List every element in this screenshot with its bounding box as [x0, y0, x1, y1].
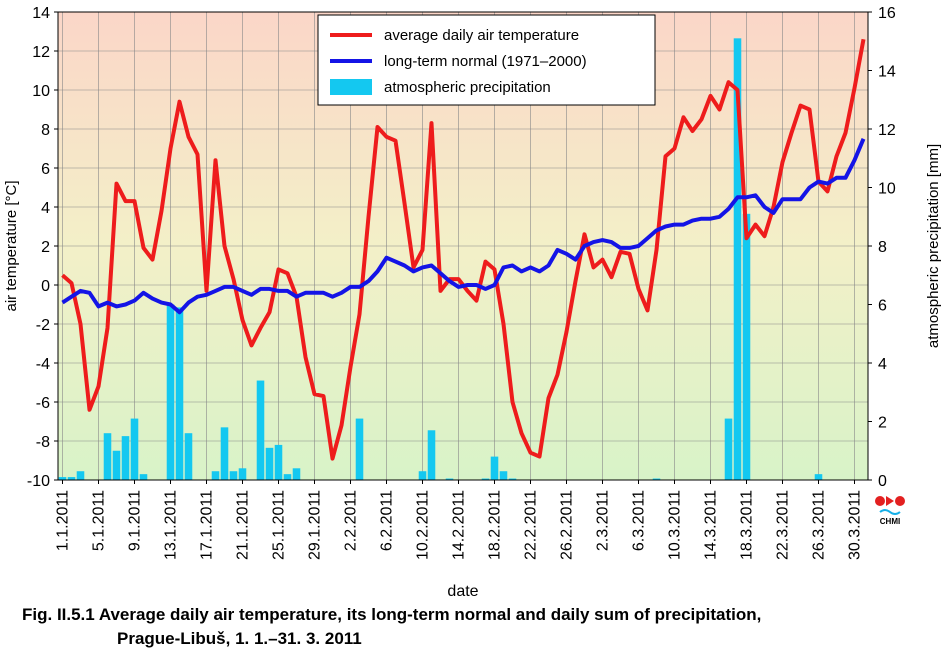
x-tick-label: 14.2.2011	[451, 490, 468, 560]
bar	[490, 456, 499, 480]
bar	[265, 447, 274, 480]
x-tick-label: 21.1.2011	[235, 490, 252, 560]
bar	[112, 450, 121, 480]
y-tick-label: 4	[41, 200, 50, 217]
caption-line: Prague-Libuš, 1. 1.–31. 3. 2011	[117, 629, 362, 648]
bar	[274, 444, 283, 480]
bar	[355, 418, 364, 480]
bar	[67, 477, 76, 480]
legend-label: atmospheric precipitation	[384, 79, 551, 96]
bar	[229, 471, 238, 480]
bar	[418, 471, 427, 480]
x-tick-label: 2.3.2011	[595, 490, 612, 551]
y-tick-label: 8	[41, 122, 50, 139]
x-tick-label: 29.1.2011	[307, 490, 324, 560]
x-tick-label: 10.3.2011	[667, 490, 684, 560]
logo: CHMI	[875, 496, 905, 526]
bar	[238, 468, 247, 480]
caption-line: Fig. II.5.1 Average daily air temperatur…	[22, 605, 761, 624]
line	[61, 138, 866, 315]
bar	[175, 307, 184, 480]
bar	[184, 433, 193, 480]
x-tick-label: 17.1.2011	[199, 490, 216, 560]
x-tick-label: 6.2.2011	[379, 490, 396, 551]
y-tick-label: 0	[41, 278, 50, 295]
x-tick-label: 6.3.2011	[631, 490, 648, 551]
y-tick-label: -2	[36, 317, 50, 334]
y2-tick-label: 8	[878, 239, 887, 256]
x-tick-label: 30.3.2011	[847, 490, 864, 560]
y2-tick-label: 12	[878, 122, 896, 139]
x-tick-label: 26.3.2011	[811, 490, 828, 560]
bar	[166, 304, 175, 480]
bar	[742, 213, 751, 480]
bar	[211, 471, 220, 480]
bar	[139, 474, 148, 480]
legend-swatch	[330, 79, 372, 95]
bar	[481, 478, 490, 480]
y2-tick-label: 14	[878, 64, 896, 81]
legend-box	[317, 14, 656, 106]
bar	[130, 418, 139, 480]
x-tick-label: 13.1.2011	[163, 490, 180, 560]
bar	[733, 38, 742, 480]
x-tick-label: 10.2.2011	[415, 490, 432, 560]
bar	[103, 433, 112, 480]
y-axis-label: air temperature [°C]	[3, 180, 20, 311]
logo-text: CHMI	[880, 517, 900, 526]
x-tick-label: 26.2.2011	[559, 490, 576, 560]
y-tick-label: -4	[36, 356, 50, 373]
x-tick-label: 9.1.2011	[127, 490, 144, 551]
x-tick-label: 5.1.2011	[91, 490, 108, 551]
bar	[499, 471, 508, 480]
bar	[220, 427, 229, 480]
y-tick-label: 14	[32, 5, 50, 22]
y-tick-label: 10	[32, 83, 50, 100]
bar	[58, 477, 67, 480]
x-tick-label: 1.1.2011	[55, 490, 72, 551]
bar	[283, 474, 292, 480]
x-tick-label: 14.3.2011	[703, 490, 720, 560]
y2-tick-label: 4	[878, 356, 887, 373]
bar	[508, 478, 517, 480]
bar	[427, 430, 436, 480]
x-tick-label: 22.3.2011	[775, 490, 792, 560]
legend-label: average daily air temperature	[384, 27, 579, 44]
y2-axis-label: atmospheric precipitation [mm]	[925, 144, 942, 348]
y-tick-label: 2	[41, 239, 50, 256]
bar	[724, 418, 733, 480]
y-tick-label: 12	[32, 44, 50, 61]
y2-tick-label: 2	[878, 415, 887, 432]
y-tick-label: 6	[41, 161, 50, 178]
y-tick-label: -8	[36, 434, 50, 451]
x-tick-label: 2.2.2011	[343, 490, 360, 551]
y2-tick-label: 10	[878, 181, 896, 198]
x-tick-label: 18.2.2011	[487, 490, 504, 560]
bar	[256, 380, 265, 480]
x-tick-label: 18.3.2011	[739, 490, 756, 560]
bar	[76, 471, 85, 480]
bar	[445, 478, 454, 480]
y2-tick-label: 0	[878, 473, 887, 490]
y-tick-label: -6	[36, 395, 50, 412]
y-tick-label: -10	[27, 473, 50, 490]
x-axis-label: date	[447, 583, 478, 600]
y2-tick-label: 6	[878, 298, 887, 315]
y2-tick-label: 16	[878, 5, 896, 22]
bar	[292, 468, 301, 480]
bar	[814, 474, 823, 480]
legend-label: long-term normal (1971–2000)	[384, 53, 587, 70]
bar	[652, 478, 661, 480]
x-tick-label: 25.1.2011	[271, 490, 288, 560]
bar	[121, 436, 130, 480]
x-tick-label: 22.2.2011	[523, 490, 540, 560]
